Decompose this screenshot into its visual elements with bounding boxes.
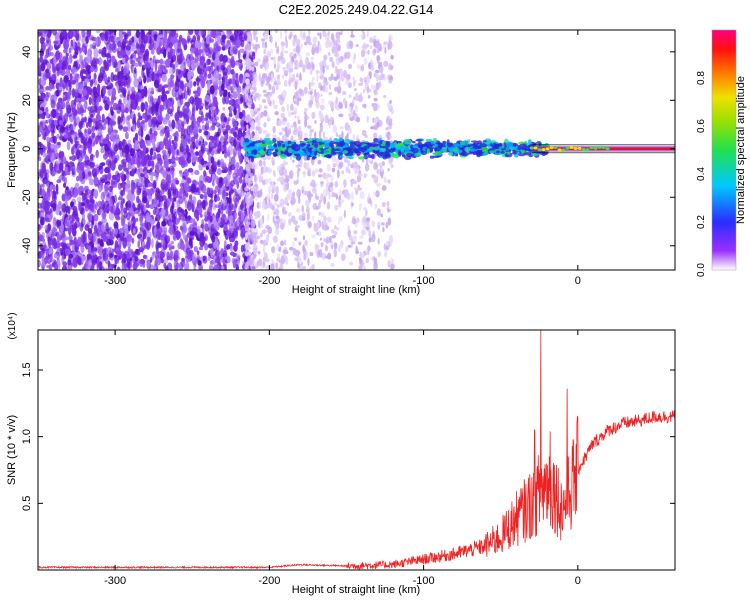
colorbar-ticks: 0.0 0.2 0.4 0.6 0.8 (696, 71, 707, 277)
snr-series-line (38, 330, 675, 570)
y-tick-label: 1.5 (21, 362, 33, 377)
x-tick-label: 0 (575, 575, 581, 587)
colorbar: 0.0 0.2 0.4 0.6 0.8 Normalized spectral ampl… (696, 29, 747, 277)
y-tick-label: 20 (21, 94, 33, 106)
colorbar-label: Normalized spectral amplitude (735, 76, 747, 224)
spectrogram-x-label: Height of straight line (km) (292, 284, 420, 296)
spectrogram-y-ticks: -40 -20 0 20 40 (21, 46, 675, 254)
colorbar-tick-label: 0.8 (696, 71, 707, 85)
snr-y-scale-label: (x10⁴) (7, 312, 18, 339)
y-tick-label: 40 (21, 46, 33, 58)
x-tick-label: 0 (575, 275, 581, 287)
x-tick-label: -200 (258, 275, 280, 287)
y-tick-label: 0 (21, 146, 33, 152)
spectrogram-y-label: Frequency (Hz) (6, 112, 18, 188)
x-tick-label: -100 (413, 575, 435, 587)
spectrogram-x-ticks: -300 -200 -100 0 (104, 30, 581, 287)
x-tick-label: -200 (258, 575, 280, 587)
y-tick-label: 1.0 (21, 429, 33, 444)
x-tick-label: -100 (413, 275, 435, 287)
snr-panel: -300 -200 -100 0 0.5 1.0 1.5 Height of straig… (6, 312, 676, 596)
y-tick-label: -40 (21, 238, 33, 254)
snr-y-label: SNR (10 * v/v) (6, 415, 18, 485)
spectrogram-frame (37, 29, 676, 271)
colorbar-tick-label: 0.2 (696, 215, 707, 229)
y-tick-label: 0.5 (21, 496, 33, 511)
snr-y-ticks: 0.5 1.0 1.5 (21, 362, 675, 511)
snr-x-ticks: -300 -200 -100 0 (104, 330, 581, 587)
spectrogram-heat (38, 30, 675, 270)
x-tick-label: -300 (104, 575, 126, 587)
snr-x-label: Height of straight line (km) (292, 584, 420, 596)
colorbar-tick-label: 0.4 (696, 167, 707, 181)
snr-frame (37, 329, 676, 571)
chart-title: C2E2.2025.249.04.22.G14 (279, 2, 434, 17)
colorbar-tick-label: 0.0 (696, 263, 707, 277)
colorbar-gradient (711, 29, 737, 271)
y-tick-label: -20 (21, 189, 33, 205)
colorbar-tick-label: 0.6 (696, 119, 707, 133)
x-tick-label: -300 (104, 275, 126, 287)
